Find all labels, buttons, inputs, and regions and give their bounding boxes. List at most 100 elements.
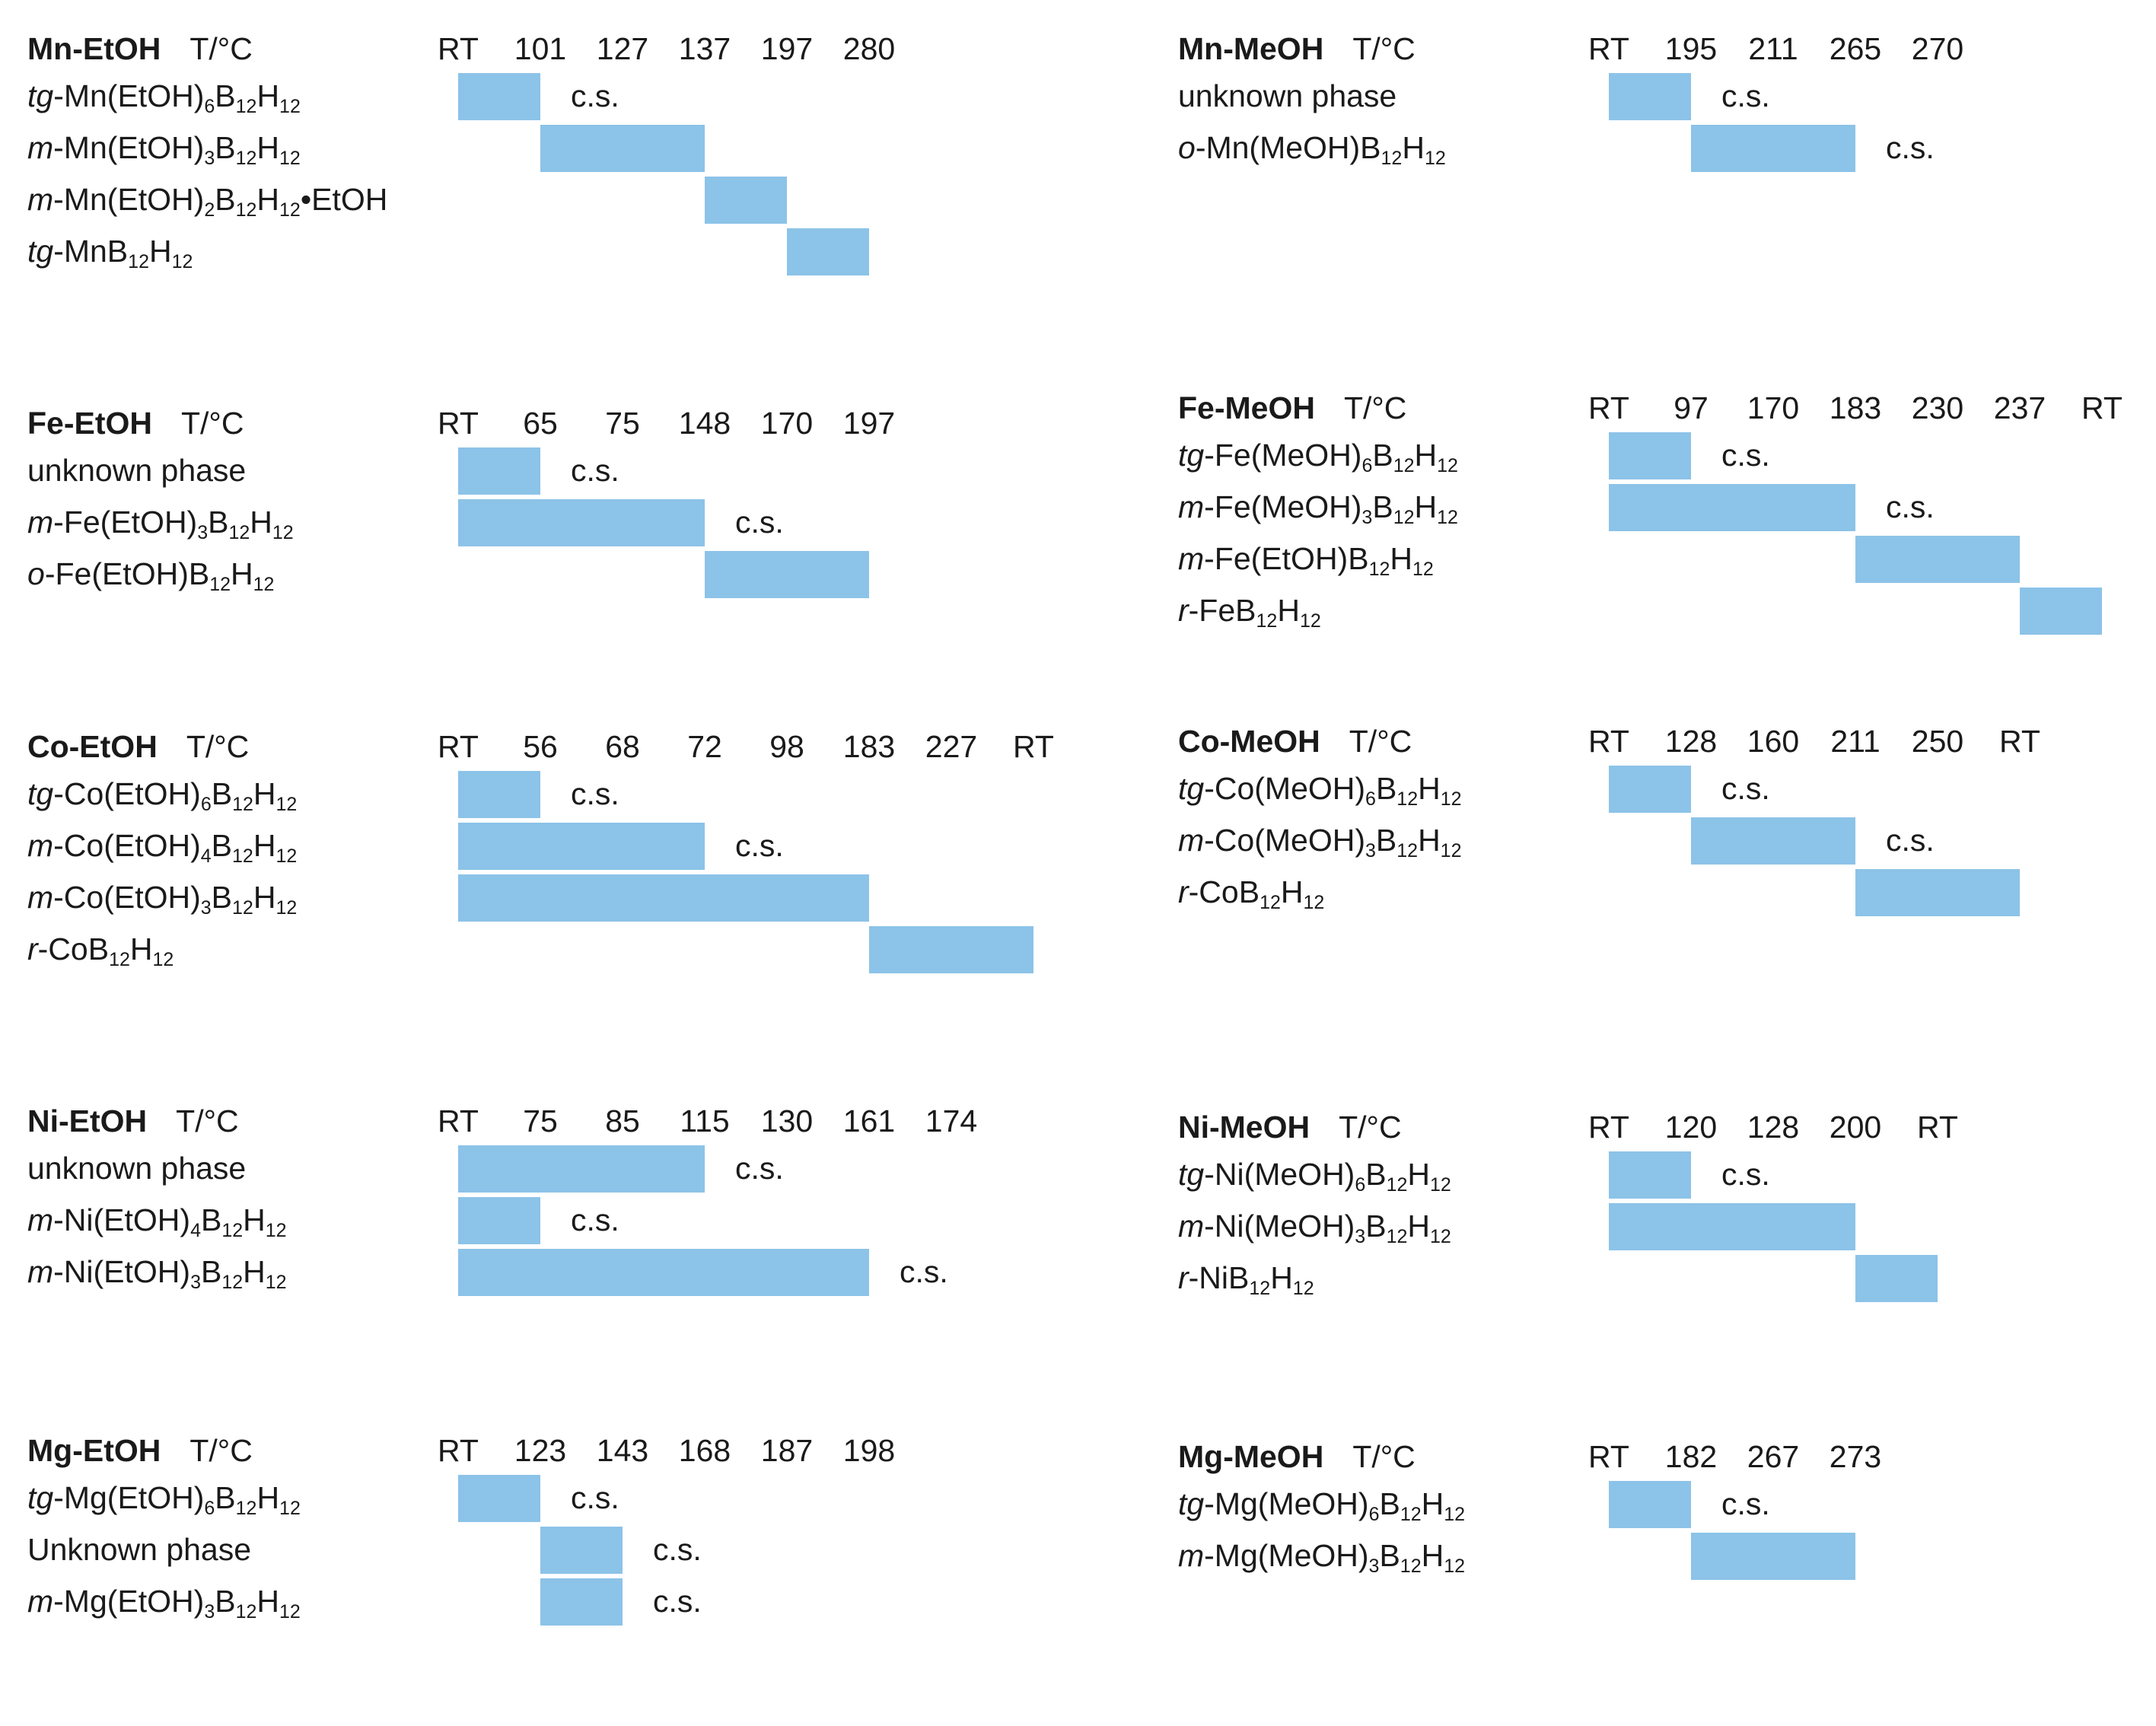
formula-subscript: 3 (204, 1601, 215, 1623)
temperature-tick-label: RT (438, 729, 479, 764)
axis-unit: T/°C (189, 1433, 253, 1468)
formula-part: B (215, 130, 236, 165)
formula-part: unknown phase (27, 1151, 247, 1186)
phase-label: unknown phase (1178, 76, 1396, 116)
formula-subscript: 12 (275, 794, 298, 815)
formula-subscript: 12 (1412, 559, 1434, 580)
formula-part: H (1390, 541, 1412, 576)
axis-unit: T/°C (176, 1103, 239, 1138)
formula-subscript: 12 (1444, 1556, 1466, 1577)
phase-bar (458, 73, 540, 120)
formula-subscript: 3 (1361, 507, 1373, 528)
phase-label: tg-Co(EtOH)6B12H12 (27, 774, 297, 814)
formula-subscript: 12 (1303, 892, 1325, 913)
phase-bar (1609, 73, 1691, 120)
formula-subscript: 12 (1393, 507, 1415, 528)
formula-part: B (211, 776, 233, 811)
temperature-tick-label: 97 (1674, 390, 1709, 425)
phase-bar (869, 926, 1033, 973)
coexistence-label: c.s. (571, 78, 619, 113)
temperature-tick-label: 182 (1664, 1439, 1718, 1474)
temperature-tick-label: 128 (1664, 724, 1718, 759)
phase-bar (458, 1249, 869, 1296)
formula-part: H (1414, 489, 1438, 524)
temperature-tick-label: RT (1999, 724, 2040, 759)
phase-prefix: tg (27, 234, 54, 269)
phase-label: r-FeB12H12 (1178, 591, 1321, 632)
formula-part: -Ni(EtOH) (53, 1254, 191, 1289)
phase-label: tg-Co(MeOH)6B12H12 (1178, 769, 1462, 809)
temperature-tick-label: RT (1917, 1110, 1958, 1145)
formula-part: -Co(EtOH) (53, 828, 201, 863)
formula-part: -Mn(EtOH) (53, 78, 205, 113)
formula-subscript: 12 (1437, 507, 1458, 528)
formula-part: B (1372, 489, 1393, 524)
formula-subscript: 12 (1292, 1278, 1314, 1299)
panel-title: Fe-MeOH T/°C (1178, 388, 1406, 428)
temperature-tick-label: 85 (605, 1103, 640, 1138)
phase-prefix: tg (27, 1480, 54, 1515)
temperature-tick-label: 200 (1829, 1110, 1882, 1145)
formula-part: -Mg(MeOH) (1204, 1538, 1369, 1573)
formula-subscript: 12 (265, 1272, 287, 1293)
formula-part: -Co(EtOH) (53, 776, 201, 811)
phase-panel: Co-MeOH T/°C RT 128 160 211 250 RT tg-Co(MeOH)6B… (1178, 721, 2156, 1011)
phase-label: m-Co(EtOH)3B12H12 (27, 877, 297, 918)
formula-part: -FeB (1188, 593, 1256, 628)
formula-subscript: 12 (1440, 840, 1462, 861)
temperature-tick-label: 127 (596, 31, 649, 66)
phase-bar (1609, 432, 1691, 479)
formula-subscript: 12 (279, 148, 301, 169)
formula-part: H (250, 505, 272, 540)
formula-subscript: 12 (1386, 1174, 1408, 1196)
formula-part: H (253, 880, 276, 915)
formula-subscript: 12 (265, 1220, 287, 1241)
phase-label: m-Mn(EtOH)3B12H12 (27, 128, 301, 169)
phase-bar (1691, 125, 1855, 172)
phase-bar (458, 771, 540, 818)
phase-prefix: m (27, 828, 54, 863)
panel-title: Fe-EtOH T/°C (27, 403, 244, 443)
formula-part: -Fe(EtOH) (53, 505, 198, 540)
temperature-tick-label: 211 (1830, 724, 1881, 759)
formula-subscript: 12 (109, 949, 130, 970)
phase-bar (1609, 1203, 1855, 1250)
formula-subscript: 6 (204, 1498, 215, 1519)
formula-subscript: 12 (221, 1272, 244, 1293)
formula-part: -CoB (37, 931, 110, 966)
phase-bar (705, 551, 869, 598)
system-name: Ni-MeOH (1178, 1110, 1310, 1145)
phase-prefix: tg (1178, 1157, 1205, 1192)
formula-part: -Co(EtOH) (53, 880, 201, 915)
formula-part: H (1418, 823, 1441, 858)
phase-label: o-Mn(MeOH)B12H12 (1178, 128, 1446, 168)
panel-title: Mg-MeOH T/°C (1178, 1437, 1416, 1476)
formula-part: H (256, 182, 279, 217)
formula-part: -Ni(MeOH) (1204, 1209, 1355, 1244)
temperature-tick-label: 72 (687, 729, 722, 764)
formula-subscript: 12 (1400, 1504, 1422, 1525)
axis-unit: T/°C (1343, 390, 1407, 425)
temperature-tick-label: 227 (925, 729, 978, 764)
coexistence-label: c.s. (735, 1151, 784, 1186)
phase-bar (458, 1197, 540, 1244)
formula-part: B (211, 828, 233, 863)
formula-part: •EtOH (300, 182, 388, 217)
phase-bar (458, 1475, 540, 1522)
phase-bar (1691, 817, 1855, 865)
phase-label: r-CoB12H12 (1178, 872, 1324, 912)
temperature-tick-label: 160 (1747, 724, 1800, 759)
phase-label: Unknown phase (27, 1530, 251, 1569)
axis-unit: T/°C (1352, 1439, 1416, 1474)
panel-title: Co-EtOH T/°C (27, 727, 249, 766)
formula-subscript: 12 (275, 845, 298, 867)
coexistence-label: c.s. (571, 776, 619, 811)
temperature-tick-label: 198 (842, 1433, 896, 1468)
formula-part: H (256, 1584, 279, 1619)
formula-subscript: 12 (1396, 840, 1419, 861)
formula-subscript: 12 (1299, 610, 1321, 632)
phase-bar (1855, 1255, 1938, 1302)
temperature-tick-label: 197 (760, 31, 814, 66)
phase-label: m-Mg(EtOH)3B12H12 (27, 1581, 301, 1623)
temperature-tick-label: 273 (1829, 1439, 1882, 1474)
